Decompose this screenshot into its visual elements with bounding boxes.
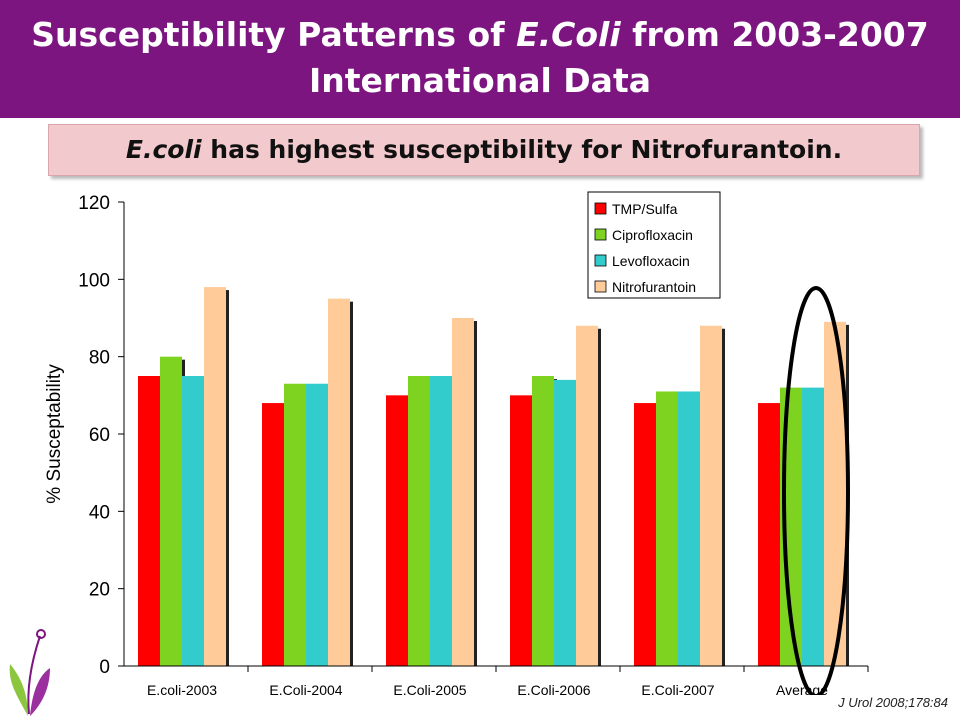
y-tick-label: 0	[99, 657, 110, 678]
axes-layer: 0 20 40 60 80 100 120 % Susceptability E.coli-20…	[44, 193, 869, 695]
legend-label-ciprofloxacin: Ciprofloxacin	[612, 227, 693, 243]
bars-layer	[138, 287, 849, 666]
bar-tmp-sulfa-e-coli-2007	[634, 403, 656, 666]
bar-levofloxacin-e-coli-2007	[678, 391, 700, 666]
bar-levofloxacin-e-coli-2004	[306, 383, 328, 666]
y-tick-label: 100	[78, 270, 110, 291]
y-tick-label: 60	[89, 425, 110, 446]
bar-nitrofurantoin-e-coli-2003	[204, 287, 226, 666]
bar-tmp-sulfa-e-coli-2004	[262, 403, 284, 666]
bar-tmp-sulfa-average	[758, 403, 780, 666]
y-axis-label: % Susceptability	[44, 364, 65, 504]
bar-ciprofloxacin-e-coli-2005	[408, 376, 430, 666]
legend-label-levofloxacin: Levofloxacin	[612, 253, 690, 269]
bar-chart: 0 20 40 60 80 100 120 % Susceptability E.coli-20…	[44, 191, 869, 695]
bar-nitrofurantoin-e-coli-2007	[700, 325, 722, 666]
x-category-label: E.Coli-2006	[517, 682, 590, 695]
bar-ciprofloxacin-e-coli-2006	[532, 376, 554, 666]
leaf-logo	[9, 629, 50, 716]
x-category-label: E.coli-2003	[147, 682, 217, 695]
key-finding-banner: E.coli has highest susceptibility for Ni…	[48, 124, 920, 176]
bar-tmp-sulfa-e-coli-2003	[138, 376, 160, 666]
x-category-label: E.Coli-2007	[641, 682, 714, 695]
bar-ciprofloxacin-e-coli-2003	[160, 356, 182, 666]
legend-swatch-tmp-sulfa	[594, 202, 607, 215]
y-tick-label: 80	[89, 348, 110, 369]
bar-nitrofurantoin-e-coli-2005	[452, 318, 474, 666]
title-line-1: Susceptibility Patterns of E.Coli from 2…	[31, 15, 929, 54]
citation: J Urol 2008;178:84	[838, 695, 948, 710]
bar-nitrofurantoin-e-coli-2004	[328, 298, 350, 666]
bar-tmp-sulfa-e-coli-2005	[386, 395, 408, 666]
legend-box	[587, 191, 721, 299]
bar-nitrofurantoin-average	[824, 321, 846, 666]
bar-nitrofurantoin-e-coli-2006	[576, 325, 598, 666]
legend-swatch-nitrofurantoin	[594, 280, 607, 293]
chart-legend: TMP/Sulfa Ciprofloxacin Levofloxacin Nitrof…	[587, 191, 721, 299]
bar-levofloxacin-e-coli-2005	[430, 376, 452, 666]
bar-levofloxacin-e-coli-2003	[182, 376, 204, 666]
bar-levofloxacin-average	[802, 387, 824, 666]
legend-swatch-levofloxacin	[594, 254, 607, 267]
y-tick-label: 120	[78, 193, 110, 214]
x-category-label: E.Coli-2004	[269, 682, 342, 695]
legend-label-tmp-sulfa: TMP/Sulfa	[612, 201, 678, 217]
bar-tmp-sulfa-e-coli-2006	[510, 395, 532, 666]
y-tick-label: 40	[89, 502, 110, 523]
bar-ciprofloxacin-e-coli-2007	[656, 391, 678, 666]
highlight-layer	[782, 286, 850, 695]
title-line-2: International Data	[309, 61, 651, 100]
y-tick-label: 20	[89, 580, 110, 601]
x-category-label: Average	[776, 682, 828, 695]
legend-label-nitrofurantoin: Nitrofurantoin	[612, 279, 696, 295]
legend-swatch-ciprofloxacin	[594, 228, 607, 241]
bar-ciprofloxacin-e-coli-2004	[284, 383, 306, 666]
slide-title: Susceptibility Patterns of E.Coli from 2…	[0, 0, 960, 118]
x-category-label: E.Coli-2005	[393, 682, 466, 695]
bar-levofloxacin-e-coli-2006	[554, 379, 576, 666]
highlight-ellipse	[782, 286, 850, 695]
